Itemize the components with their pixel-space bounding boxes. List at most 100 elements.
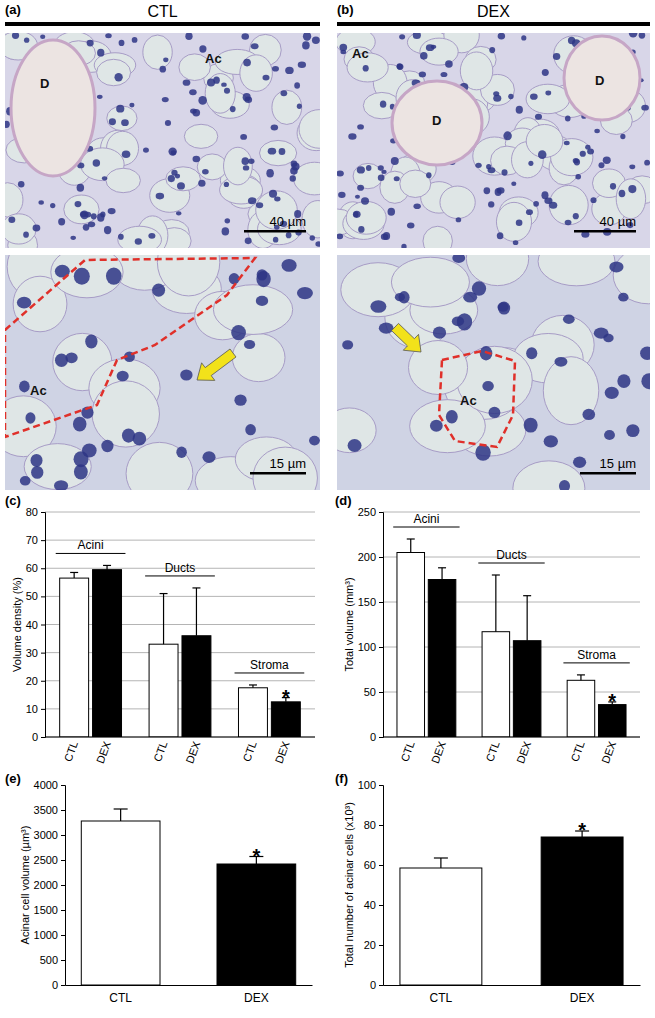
nucleus [225, 218, 231, 223]
y-tick: 40 [26, 619, 45, 631]
nucleus [31, 454, 43, 467]
nucleus [74, 268, 90, 285]
y-tick-mark [379, 512, 383, 513]
bar [400, 868, 482, 985]
y-tick: 3000 [34, 829, 65, 841]
y-tick-label: 2000 [34, 879, 58, 891]
nucleus [535, 114, 542, 120]
cell-outline [549, 185, 588, 224]
bar [541, 837, 623, 985]
nucleus [370, 300, 386, 313]
chart-texts: * [252, 845, 260, 867]
nucleus [244, 340, 255, 349]
y-tick: 30 [26, 647, 45, 659]
y-axis-line [61, 786, 66, 986]
y-tick-label: 40 [26, 619, 38, 631]
error-bar-cap [577, 674, 585, 675]
acinus-outline [5, 258, 255, 437]
y-tick-mark [41, 737, 45, 738]
cell-outline [184, 124, 217, 148]
error-bar-cap [103, 565, 111, 566]
error-bar-cap [160, 593, 168, 594]
annotation: * [252, 845, 260, 867]
y-tick-label: 1000 [34, 929, 58, 941]
x-tick-label: CTL [430, 991, 453, 1005]
nucleus [565, 116, 571, 122]
nucleus [122, 428, 135, 442]
nucleus [290, 167, 298, 175]
nucleus [224, 182, 229, 187]
duct [564, 36, 640, 120]
y-tick: 50 [26, 590, 45, 602]
nucleus [97, 95, 103, 99]
y-tick-mark [41, 596, 45, 597]
panel-header: DEX [477, 3, 510, 20]
x-tick-label: DEX [429, 739, 448, 765]
nucleus [426, 44, 434, 51]
nucleus [5, 121, 10, 128]
nucleus [118, 234, 124, 240]
nucleus [379, 323, 394, 334]
plot-marks [400, 831, 623, 985]
nucleus [641, 105, 649, 111]
nucleus [175, 174, 180, 179]
nucleus [618, 293, 628, 302]
cell-outline [538, 255, 615, 286]
y-tick-mark [61, 885, 65, 886]
y-tick-mark [41, 512, 45, 513]
y-tick-label: 100 [358, 641, 376, 653]
y-axis: 01020304050607080 [26, 506, 46, 743]
plot-marks [60, 565, 301, 737]
duct [392, 81, 482, 165]
y-tick: 500 [40, 954, 65, 966]
nucleus [97, 213, 104, 221]
y-tick-label: 50 [26, 590, 38, 602]
annotation: * [282, 686, 290, 708]
x-tick-label: CTL [151, 740, 169, 764]
chart: (e)*CTLDEX050010001500200025003000350040… [5, 771, 313, 1005]
bar [513, 641, 541, 737]
error-bar-cap [492, 574, 500, 575]
error-bar-stem [441, 568, 442, 580]
error-bar-cap [407, 538, 415, 539]
cell-outline [391, 257, 469, 307]
y-tick: 40 [364, 899, 383, 911]
scale-bar [250, 472, 306, 475]
cell-outline [5, 214, 36, 244]
cell-outline [64, 195, 99, 224]
y-tick-label: 100 [358, 779, 376, 791]
nucleus [397, 63, 403, 69]
nucleus [452, 255, 465, 263]
nucleus [176, 211, 181, 215]
y-tick: 2000 [34, 879, 65, 891]
nucleus [544, 435, 558, 447]
y-tick: 2500 [34, 854, 65, 866]
y-tick-label: 150 [358, 596, 376, 608]
error-bar-cap [70, 572, 78, 573]
cell-outline [460, 52, 492, 90]
micrograph: Ac15 µm [0, 227, 320, 509]
nucleus [286, 232, 292, 238]
nucleus [475, 444, 490, 460]
y-tick-label: 3500 [34, 804, 58, 816]
nucleus [148, 233, 155, 239]
y-tick-mark [61, 785, 65, 786]
x-tick-label: CTL [62, 740, 80, 764]
nucleus [413, 203, 420, 209]
nucleus [488, 167, 496, 173]
nucleus [619, 190, 626, 198]
error-bar-cap [114, 808, 128, 809]
cell-outline [400, 170, 431, 197]
chart: (d)CTLCTLCTLDEXDEXDEXAciniDuctsStroma*05… [335, 493, 640, 765]
chart: (c)CTLCTLCTLDEXDEXDEXAciniDuctsStroma*01… [5, 493, 315, 765]
y-tick-label: 30 [26, 647, 38, 659]
nucleus [526, 209, 533, 215]
group-line [478, 563, 544, 564]
x-tick: CTL [430, 985, 453, 1005]
y-tick-label: 20 [364, 939, 376, 951]
group-line [393, 527, 459, 528]
x-tick-label: CTL [568, 740, 586, 764]
y-tick-label: 20 [26, 675, 38, 687]
nucleus [91, 213, 97, 219]
group-label: Ducts [165, 561, 196, 575]
